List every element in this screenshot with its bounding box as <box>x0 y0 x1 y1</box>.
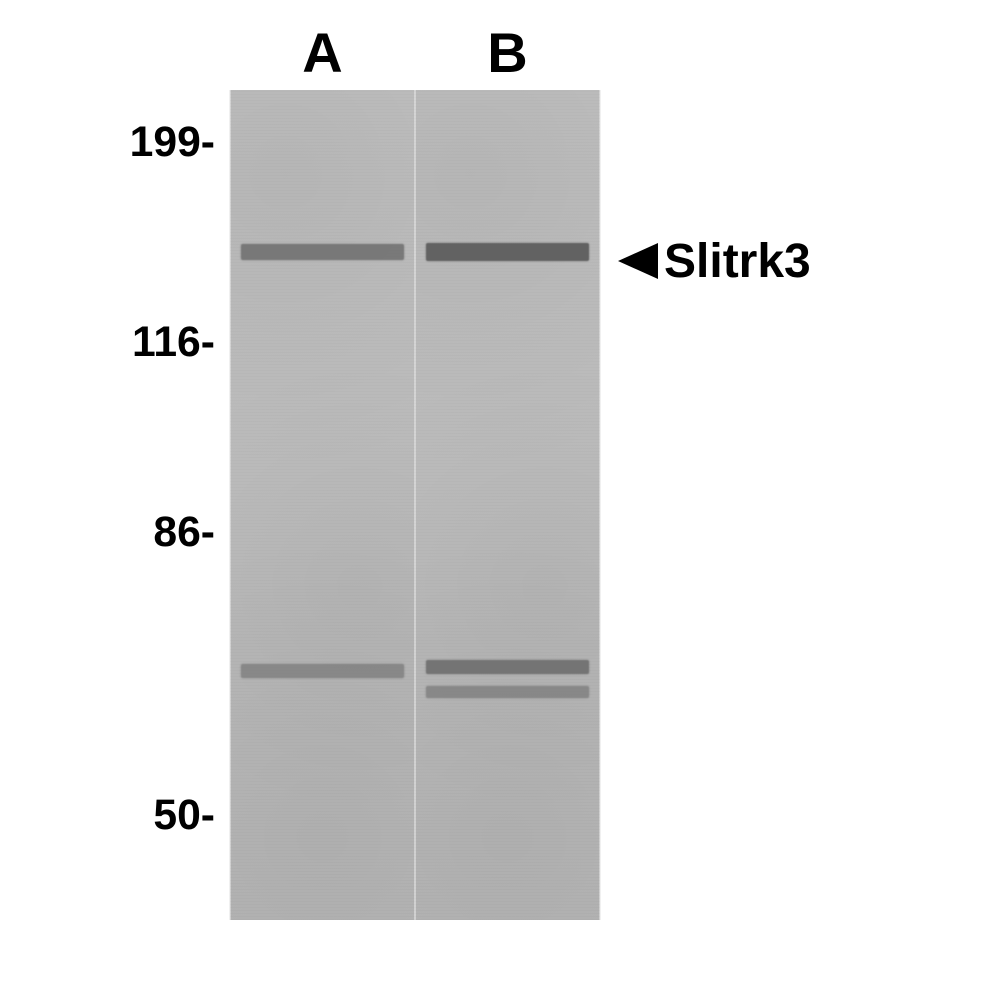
lane-seam <box>229 90 231 920</box>
western-blot-figure: AB 199- 116- 86- 50- Slitrk3 <box>0 0 1000 1000</box>
arrow-left-icon <box>618 243 658 279</box>
band-annotation-label: Slitrk3 <box>618 234 811 289</box>
lane-1 <box>415 90 600 920</box>
band <box>426 243 589 261</box>
band <box>426 660 589 674</box>
mw-marker: 116- <box>132 318 215 367</box>
blot-area <box>230 90 600 920</box>
lane-label: A <box>230 20 415 85</box>
mw-marker: 50- <box>153 791 215 840</box>
lane-label: B <box>415 20 600 85</box>
band <box>241 244 404 260</box>
mw-marker: 86- <box>153 508 215 557</box>
mw-marker: 199- <box>130 118 215 167</box>
lane-0 <box>230 90 415 920</box>
lane-seam <box>599 90 601 920</box>
lane-background <box>230 90 415 920</box>
band-annotation-text: Slitrk3 <box>664 234 811 289</box>
band <box>426 686 589 698</box>
lane-background <box>415 90 600 920</box>
band <box>241 664 404 678</box>
lane-seam <box>414 90 416 920</box>
